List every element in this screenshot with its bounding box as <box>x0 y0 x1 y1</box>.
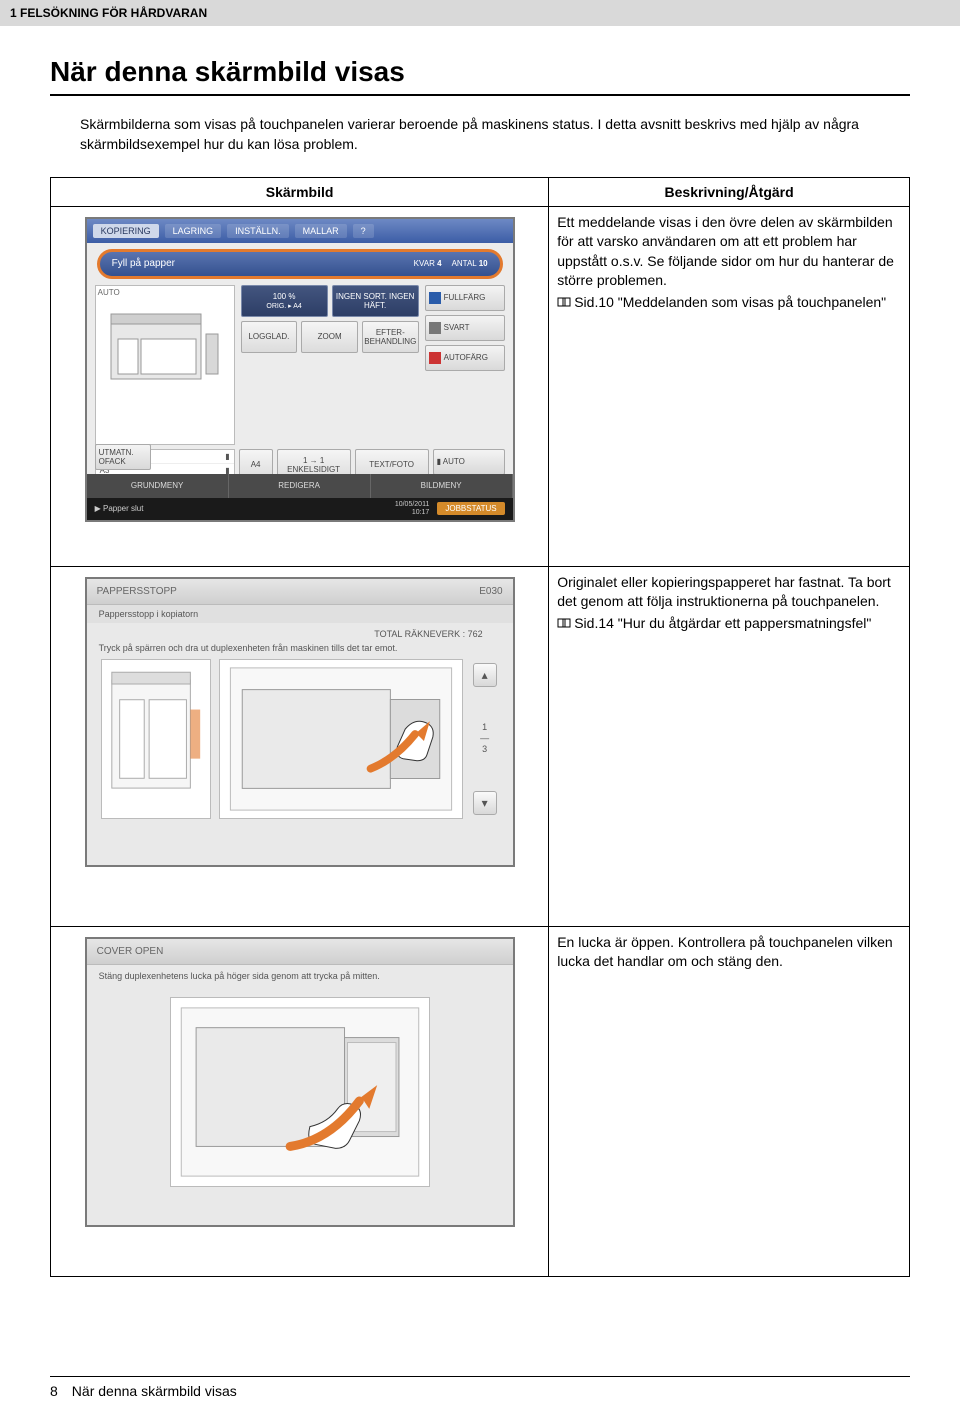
desc-cell-3: En lucka är öppen. Kontrollera på touchp… <box>549 926 910 1276</box>
screenshot-cell-3: COVER OPEN Stäng duplexenhetens lucka på… <box>51 926 549 1276</box>
jam-title: PAPPERSSTOPP <box>97 586 177 597</box>
logglad-button[interactable]: LOGGLAD. <box>241 321 298 353</box>
page-title: När denna skärmbild visas <box>50 56 910 96</box>
copier-ui-screenshot: KOPIERING LAGRING INSTÄLLN. MALLAR ? Fyl… <box>85 217 515 522</box>
tab-basic[interactable]: GRUNDMENY <box>87 474 229 498</box>
cover-subtitle: Stäng duplexenhetens lucka på höger sida… <box>87 965 513 991</box>
status-bar: ▶ Papper slut 10/05/2011 10:17 JOBBSTATU… <box>87 498 513 520</box>
auto-label: AUTO <box>98 288 120 297</box>
color-mode-column: FULLFÄRG SVART AUTOFÄRG <box>425 285 505 445</box>
desc-cell-2: Originalet eller kopieringspapperet har … <box>549 566 910 926</box>
jam-subtitle: Pappersstopp i kopiatorn <box>87 605 513 623</box>
book-icon <box>557 297 571 308</box>
zoom-paper: ORIG. ▸ A4 <box>266 303 301 310</box>
remain-value: 4 <box>437 259 441 268</box>
footer-title: När denna skärmbild visas <box>72 1383 237 1399</box>
book-icon <box>557 618 571 629</box>
bottom-tab-bar: GRUNDMENY REDIGERA BILDMENY <box>87 474 513 498</box>
sort-staple-button[interactable]: INGEN SORT. INGEN HÄFT. <box>332 285 419 317</box>
tab-image[interactable]: BILDMENY <box>371 474 513 498</box>
remain-label: KVAR <box>414 259 435 268</box>
desc-text-1: Ett meddelande visas i den övre delen av… <box>557 214 894 289</box>
finishing-button[interactable]: EFTER- BEHANDLING <box>362 321 419 353</box>
desc-text-3: En lucka är öppen. Kontrollera på touchp… <box>557 934 892 970</box>
output-tray-button[interactable]: UTMATN. OFACK <box>95 444 151 470</box>
screens-table: Skärmbild Beskrivning/Åtgärd KOPIERING L… <box>50 177 910 1277</box>
tab-help[interactable]: ? <box>353 224 374 238</box>
count-label: ANTAL <box>452 259 477 268</box>
paperjam-screenshot: PAPPERSSTOPP E030 Pappersstopp i kopiato… <box>85 577 515 867</box>
status-message: ▶ Papper slut <box>95 504 144 513</box>
zoom-button[interactable]: ZOOM <box>301 321 358 353</box>
desc-cell-1: Ett meddelande visas i den övre delen av… <box>549 206 910 566</box>
col-header-screenshot: Skärmbild <box>51 177 549 206</box>
cover-title: COVER OPEN <box>87 939 513 965</box>
cover-diagram <box>170 997 430 1187</box>
top-tabs: KOPIERING LAGRING INSTÄLLN. MALLAR ? <box>87 219 513 243</box>
jam-hand-icon <box>220 660 462 818</box>
screenshot-cell-1: KOPIERING LAGRING INSTÄLLN. MALLAR ? Fyl… <box>51 206 549 566</box>
autocolor-button[interactable]: AUTOFÄRG <box>425 345 505 371</box>
zoom-percent: 100 % <box>273 292 296 301</box>
job-status-button[interactable]: JOBBSTATUS <box>437 502 504 515</box>
fullcolor-button[interactable]: FULLFÄRG <box>425 285 505 311</box>
copier-illustration-icon <box>106 304 226 394</box>
cover-hand-icon <box>171 998 429 1186</box>
message-bar-highlight: Fyll på papper KVAR 4 ANTAL 10 <box>97 249 503 279</box>
count-value: 10 <box>479 259 488 268</box>
message-text: Fyll på papper <box>112 258 175 269</box>
zoom-ratio-button[interactable]: 100 % ORIG. ▸ A4 <box>241 285 328 317</box>
jam-instruction: Tryck på spärren och dra ut duplexenhete… <box>87 641 513 659</box>
auto-exposure-button[interactable]: ▮ AUTO <box>433 449 505 475</box>
screenshot-cell-2: PAPPERSSTOPP E030 Pappersstopp i kopiato… <box>51 566 549 926</box>
jam-counter: TOTAL RÄKNEVERK : 762 <box>87 623 513 641</box>
tab-settings[interactable]: INSTÄLLN. <box>227 224 289 238</box>
tab-copy[interactable]: KOPIERING <box>93 224 159 238</box>
status-datetime: 10/05/2011 10:17 <box>395 501 430 516</box>
step-up-button[interactable]: ▴ <box>473 663 497 687</box>
desc-text-2: Originalet eller kopieringspapperet har … <box>557 574 891 610</box>
page-footer: 8 När denna skärmbild visas <box>50 1376 910 1399</box>
chapter-bar: 1 FELSÖKNING FÖR HÅRDVARAN <box>0 0 960 26</box>
jam-overview-diagram <box>101 659 211 819</box>
cover-open-screenshot: COVER OPEN Stäng duplexenhetens lucka på… <box>85 937 515 1227</box>
printer-outline-icon <box>102 660 210 818</box>
page-number: 8 <box>50 1383 58 1399</box>
tab-edit[interactable]: REDIGERA <box>229 474 371 498</box>
ref-link-1: Sid.10 "Meddelanden som visas på touchpa… <box>557 293 901 313</box>
tab-templates[interactable]: MALLAR <box>295 224 347 238</box>
tab-storage[interactable]: LAGRING <box>165 224 222 238</box>
jam-code: E030 <box>479 586 502 597</box>
step-down-button[interactable]: ▾ <box>473 791 497 815</box>
intro-paragraph: Skärmbilderna som visas på touchpanelen … <box>50 114 910 155</box>
step-indicator: 1 — 3 <box>480 722 489 754</box>
jam-detail-diagram <box>219 659 463 819</box>
preview-pane: AUTO <box>95 285 235 445</box>
ref-link-2: Sid.14 "Hur du åtgärdar ett pappersmatni… <box>557 614 901 634</box>
col-header-desc: Beskrivning/Åtgärd <box>549 177 910 206</box>
black-button[interactable]: SVART <box>425 315 505 341</box>
